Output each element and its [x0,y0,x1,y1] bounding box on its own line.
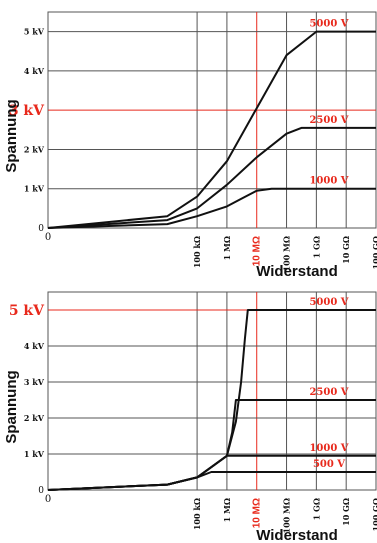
x-tick-label: 100 GΩ [371,498,377,531]
x-axis-title: Widerstand [256,527,338,543]
x-tick-label: 10 MΩ [252,498,263,528]
y-tick-label-highlight: 3 kV [9,103,45,119]
y-tick-label: 1 kV [24,184,45,194]
x-tick-label: 1 GΩ [311,236,321,258]
x-tick-label: 100 GΩ [371,236,377,269]
chart-panel-2: 0 100 kΩ 1 MΩ 10 MΩ 100 MΩ 1 GΩ 10 GΩ 100 GΩ 0 1 … [3,291,377,543]
series-label: 5000 V [309,19,348,30]
series-label: 2500 V [309,387,348,398]
x-tick-group: 100 kΩ [192,498,202,530]
x-tick-group: 10 MΩ [252,498,263,528]
series-label: 1000 V [309,443,348,454]
series-label: 5000 V [309,297,348,308]
y-axis-title-group: Spannung [3,370,20,443]
x-tick-label: 100 kΩ [192,498,202,530]
x-tick-label: 1 MΩ [222,236,232,260]
y-tick-label: 4 kV [24,66,45,76]
series-label: 1000 V [309,176,348,187]
x-tick-group: 1 GΩ [311,498,321,520]
y-axis-title-group: Spannung [3,99,20,172]
y-tick-label-highlight: 5 kV [9,303,45,319]
series-line-500v [47,471,376,491]
x-axis-title: Widerstand [256,263,338,280]
y-tick-label: 3 kV [24,377,45,387]
x-tick-label: 10 MΩ [252,236,263,266]
series-label: 500 V [313,459,345,470]
x-tick-label: 10 GΩ [341,498,351,526]
series-line-2500v [47,126,376,229]
x-tick-label: 100 kΩ [192,236,202,268]
x-tick-label: 0 [45,232,51,243]
x-tick-group: 10 GΩ [341,236,351,264]
x-tick-group: 100 MΩ [282,236,292,271]
series-line-5000v [47,30,376,229]
x-tick-label: 10 GΩ [341,236,351,264]
y-axis-title: Spannung [3,370,20,443]
x-tick-group: 1 MΩ [222,498,232,522]
x-tick-label: 1 MΩ [222,498,232,522]
y-tick-label: 0 [38,224,44,234]
y-tick-label: 0 [38,486,44,496]
plot-frame [47,11,377,229]
series-label: 2500 V [309,115,348,126]
x-tick-label: 1 GΩ [311,498,321,520]
x-tick-group: 100 MΩ [282,498,292,533]
x-tick-group: 10 MΩ [252,236,263,266]
x-tick-group: 10 GΩ [341,498,351,526]
x-tick-label: 100 MΩ [282,498,292,533]
x-tick-group: 1 GΩ [311,236,321,258]
y-axis-title: Spannung [3,99,20,172]
x-tick-group: 100 GΩ [371,236,377,269]
y-tick-label: 2 kV [24,144,45,154]
x-tick-label: 100 MΩ [282,236,292,271]
chart-panel-1: 0 100 kΩ 1 MΩ 10 MΩ 100 MΩ 1 GΩ 10 GΩ 100 GΩ 0 1 … [3,11,377,280]
x-tick-group: 100 kΩ [192,236,202,268]
y-tick-label: 5 kV [24,27,45,37]
x-tick-label: 0 [45,494,51,505]
y-tick-label: 1 kV [24,449,45,459]
series-line-1000v [47,187,376,229]
x-tick-group: 1 MΩ [222,236,232,260]
plot-frame [47,291,377,491]
x-tick-group: 100 GΩ [371,498,377,531]
y-tick-label: 4 kV [24,341,45,351]
y-tick-label: 2 kV [24,413,45,423]
